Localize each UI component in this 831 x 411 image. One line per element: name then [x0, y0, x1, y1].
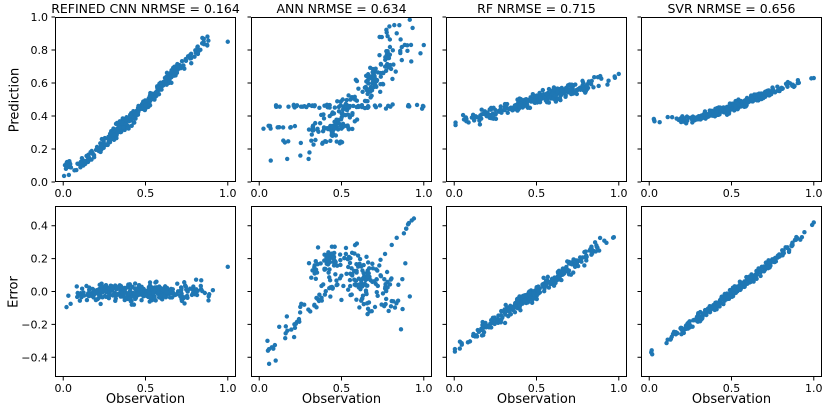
x-axis-label-observation-2: Observation	[301, 392, 382, 407]
svg-text:1.0: 1.0	[610, 382, 628, 395]
svg-text:−0.2: −0.2	[21, 318, 48, 331]
svg-text:1.0: 1.0	[31, 11, 49, 24]
svg-text:0.5: 0.5	[333, 187, 351, 200]
y-axis-label-error: Error	[6, 276, 22, 308]
svg-text:0.0: 0.0	[54, 187, 72, 200]
svg-text:0.0: 0.0	[640, 382, 658, 395]
svg-text:1.0: 1.0	[610, 187, 628, 200]
scatter-plot-svr-prediction: 0.0 0.5 1.0	[637, 16, 823, 200]
subplot-refined-cnn-prediction: 0.0 0.5 1.0 0.0 0.2 0.4 0.6 0.8 1.0	[31, 11, 237, 200]
svg-text:0.0: 0.0	[250, 382, 267, 395]
svg-text:0.5: 0.5	[333, 382, 351, 395]
subplot-title-refined-cnn: REFINED CNN NRMSE = 0.164	[51, 1, 240, 16]
svg-text:0.0: 0.0	[250, 187, 267, 200]
svg-text:1.0: 1.0	[219, 187, 237, 200]
subplot-rf-prediction: 0.0 0.5 1.0	[442, 16, 628, 200]
svg-text:0.0: 0.0	[445, 187, 463, 200]
subplot-title-svr: SVR NRMSE = 0.656	[667, 1, 796, 16]
svg-text:0.0: 0.0	[640, 187, 658, 200]
svg-text:1.0: 1.0	[415, 382, 433, 395]
subplot-ann-error: 0.0 0.5 1.0	[247, 206, 433, 395]
subplot-svr-error: 0.0 0.5 1.0	[637, 206, 823, 395]
scatter-plot-refined-cnn-error: 0.0 0.5 1.0 −0.4 −0.2 0.0 0.2 0.4	[21, 206, 237, 395]
svg-text:0.0: 0.0	[31, 286, 49, 299]
scatter-plot-refined-cnn-prediction: 0.0 0.5 1.0 0.0 0.2 0.4 0.6 0.8 1.0	[31, 11, 237, 200]
svg-text:0.8: 0.8	[31, 44, 49, 57]
scatter-plot-ann-error: 0.0 0.5 1.0	[247, 206, 433, 395]
svg-text:0.5: 0.5	[137, 187, 155, 200]
x-axis-label-observation-1: Observation	[105, 392, 186, 407]
svg-text:0.2: 0.2	[31, 253, 49, 266]
svg-text:0.5: 0.5	[723, 382, 741, 395]
x-axis-label-observation-4: Observation	[691, 392, 772, 407]
svg-text:0.5: 0.5	[137, 382, 155, 395]
svg-text:0.6: 0.6	[31, 77, 49, 90]
subplot-svr-prediction: 0.0 0.5 1.0	[637, 16, 823, 200]
svg-text:0.0: 0.0	[445, 382, 463, 395]
svg-text:0.4: 0.4	[31, 220, 49, 233]
scatter-plot-ann-prediction: 0.0 0.5 1.0	[247, 16, 433, 200]
subplot-rf-error: 0.0 0.5 1.0	[442, 206, 628, 395]
svg-text:1.0: 1.0	[805, 187, 823, 200]
svg-text:0.5: 0.5	[528, 382, 546, 395]
svg-text:1.0: 1.0	[415, 187, 433, 200]
scatter-plot-rf-error: 0.0 0.5 1.0	[442, 206, 628, 395]
x-axis-label-observation-3: Observation	[496, 392, 577, 407]
svg-text:0.2: 0.2	[31, 143, 49, 156]
scatter-plot-rf-prediction: 0.0 0.5 1.0	[442, 16, 628, 200]
svg-text:0.5: 0.5	[723, 187, 741, 200]
svg-text:1.0: 1.0	[805, 382, 823, 395]
svg-text:1.0: 1.0	[219, 382, 237, 395]
subplot-title-ann: ANN NRMSE = 0.634	[276, 1, 407, 16]
svg-text:0.0: 0.0	[31, 176, 49, 189]
svg-text:0.4: 0.4	[31, 110, 49, 123]
subplot-title-rf: RF NRMSE = 0.715	[477, 1, 596, 16]
scatter-plot-svr-error: 0.0 0.5 1.0	[637, 206, 823, 395]
subplot-ann-prediction: 0.0 0.5 1.0	[247, 16, 433, 200]
svg-text:0.5: 0.5	[528, 187, 546, 200]
y-axis-label-prediction: Prediction	[7, 67, 23, 133]
subplot-refined-cnn-error: 0.0 0.5 1.0 −0.4 −0.2 0.0 0.2 0.4	[21, 206, 237, 395]
svg-text:−0.4: −0.4	[21, 351, 48, 364]
svg-text:0.0: 0.0	[54, 382, 72, 395]
